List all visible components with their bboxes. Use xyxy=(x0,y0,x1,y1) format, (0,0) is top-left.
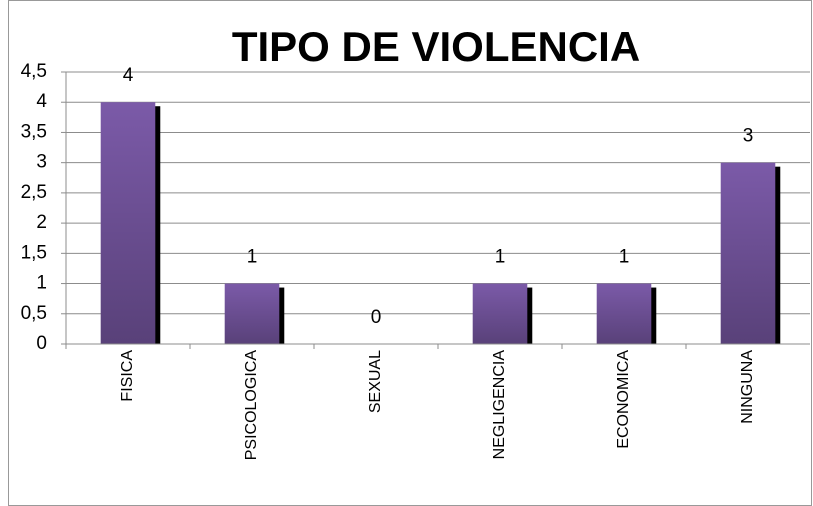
x-tick-label: ECONOMICA xyxy=(615,350,632,449)
data-label: 4 xyxy=(123,65,134,86)
data-label: 0 xyxy=(371,307,382,328)
y-tick-label: 2 xyxy=(36,212,47,233)
data-label: 1 xyxy=(619,247,630,268)
y-tick-label: 0,5 xyxy=(21,303,47,324)
y-tick-label: 3,5 xyxy=(21,121,47,142)
y-tick-label: 0 xyxy=(36,333,47,354)
bar-shade xyxy=(720,162,776,344)
chart-title: TIPO DE VIOLENCIA xyxy=(232,23,640,70)
bar-shade xyxy=(596,283,652,344)
x-tick-label: SEXUAL xyxy=(367,350,384,413)
y-tick-label: 4,5 xyxy=(21,61,47,82)
bar-shade xyxy=(100,102,156,344)
x-tick-label: FISICA xyxy=(119,350,136,402)
data-label: 1 xyxy=(247,247,258,268)
y-tick-label: 2,5 xyxy=(21,182,47,203)
bar-shade xyxy=(224,283,280,344)
y-tick-label: 1 xyxy=(36,273,47,294)
bar-shade xyxy=(472,283,528,344)
data-label: 3 xyxy=(743,126,754,147)
data-label: 1 xyxy=(495,247,506,268)
y-tick-label: 4 xyxy=(36,91,47,112)
x-tick-label: PSICOLOGICA xyxy=(243,350,260,461)
x-tick-label: NEGLIGENCIA xyxy=(491,350,508,460)
y-tick-label: 3 xyxy=(36,152,47,173)
y-tick-label: 1,5 xyxy=(21,242,47,263)
x-tick-label: NINGUNA xyxy=(739,350,756,424)
